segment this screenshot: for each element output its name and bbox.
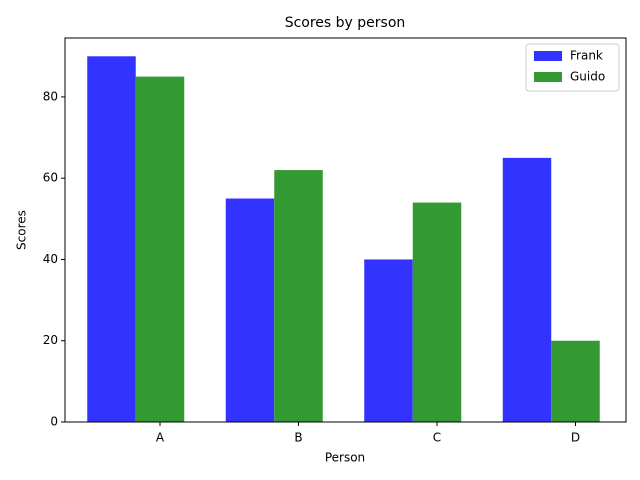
axes-frame bbox=[64, 37, 627, 423]
bar bbox=[135, 76, 185, 422]
x-tick-label: A bbox=[156, 431, 165, 445]
y-axis-label: Scores bbox=[15, 210, 29, 250]
x-tick-label: D bbox=[571, 431, 580, 445]
bar bbox=[502, 157, 552, 422]
bar bbox=[274, 170, 323, 422]
x-tick-label: B bbox=[294, 431, 302, 445]
bar bbox=[87, 56, 136, 423]
x-tick-label: C bbox=[433, 431, 441, 445]
y-tick-label: 80 bbox=[43, 89, 58, 103]
bar bbox=[364, 259, 413, 422]
bar bbox=[551, 340, 600, 422]
y-tick-label: 0 bbox=[50, 415, 58, 429]
chart-title: Scores by person bbox=[285, 15, 406, 31]
bar bbox=[225, 198, 275, 422]
bar bbox=[412, 202, 462, 422]
x-axis-label: Person bbox=[325, 451, 365, 465]
legend-label: Guido bbox=[570, 70, 605, 84]
legend-label: Frank bbox=[570, 49, 603, 63]
legend-swatch bbox=[534, 72, 562, 82]
legend-swatch bbox=[534, 51, 562, 61]
y-tick-label: 20 bbox=[43, 333, 58, 347]
y-tick-label: 40 bbox=[43, 252, 58, 266]
y-tick-label: 60 bbox=[43, 171, 58, 185]
